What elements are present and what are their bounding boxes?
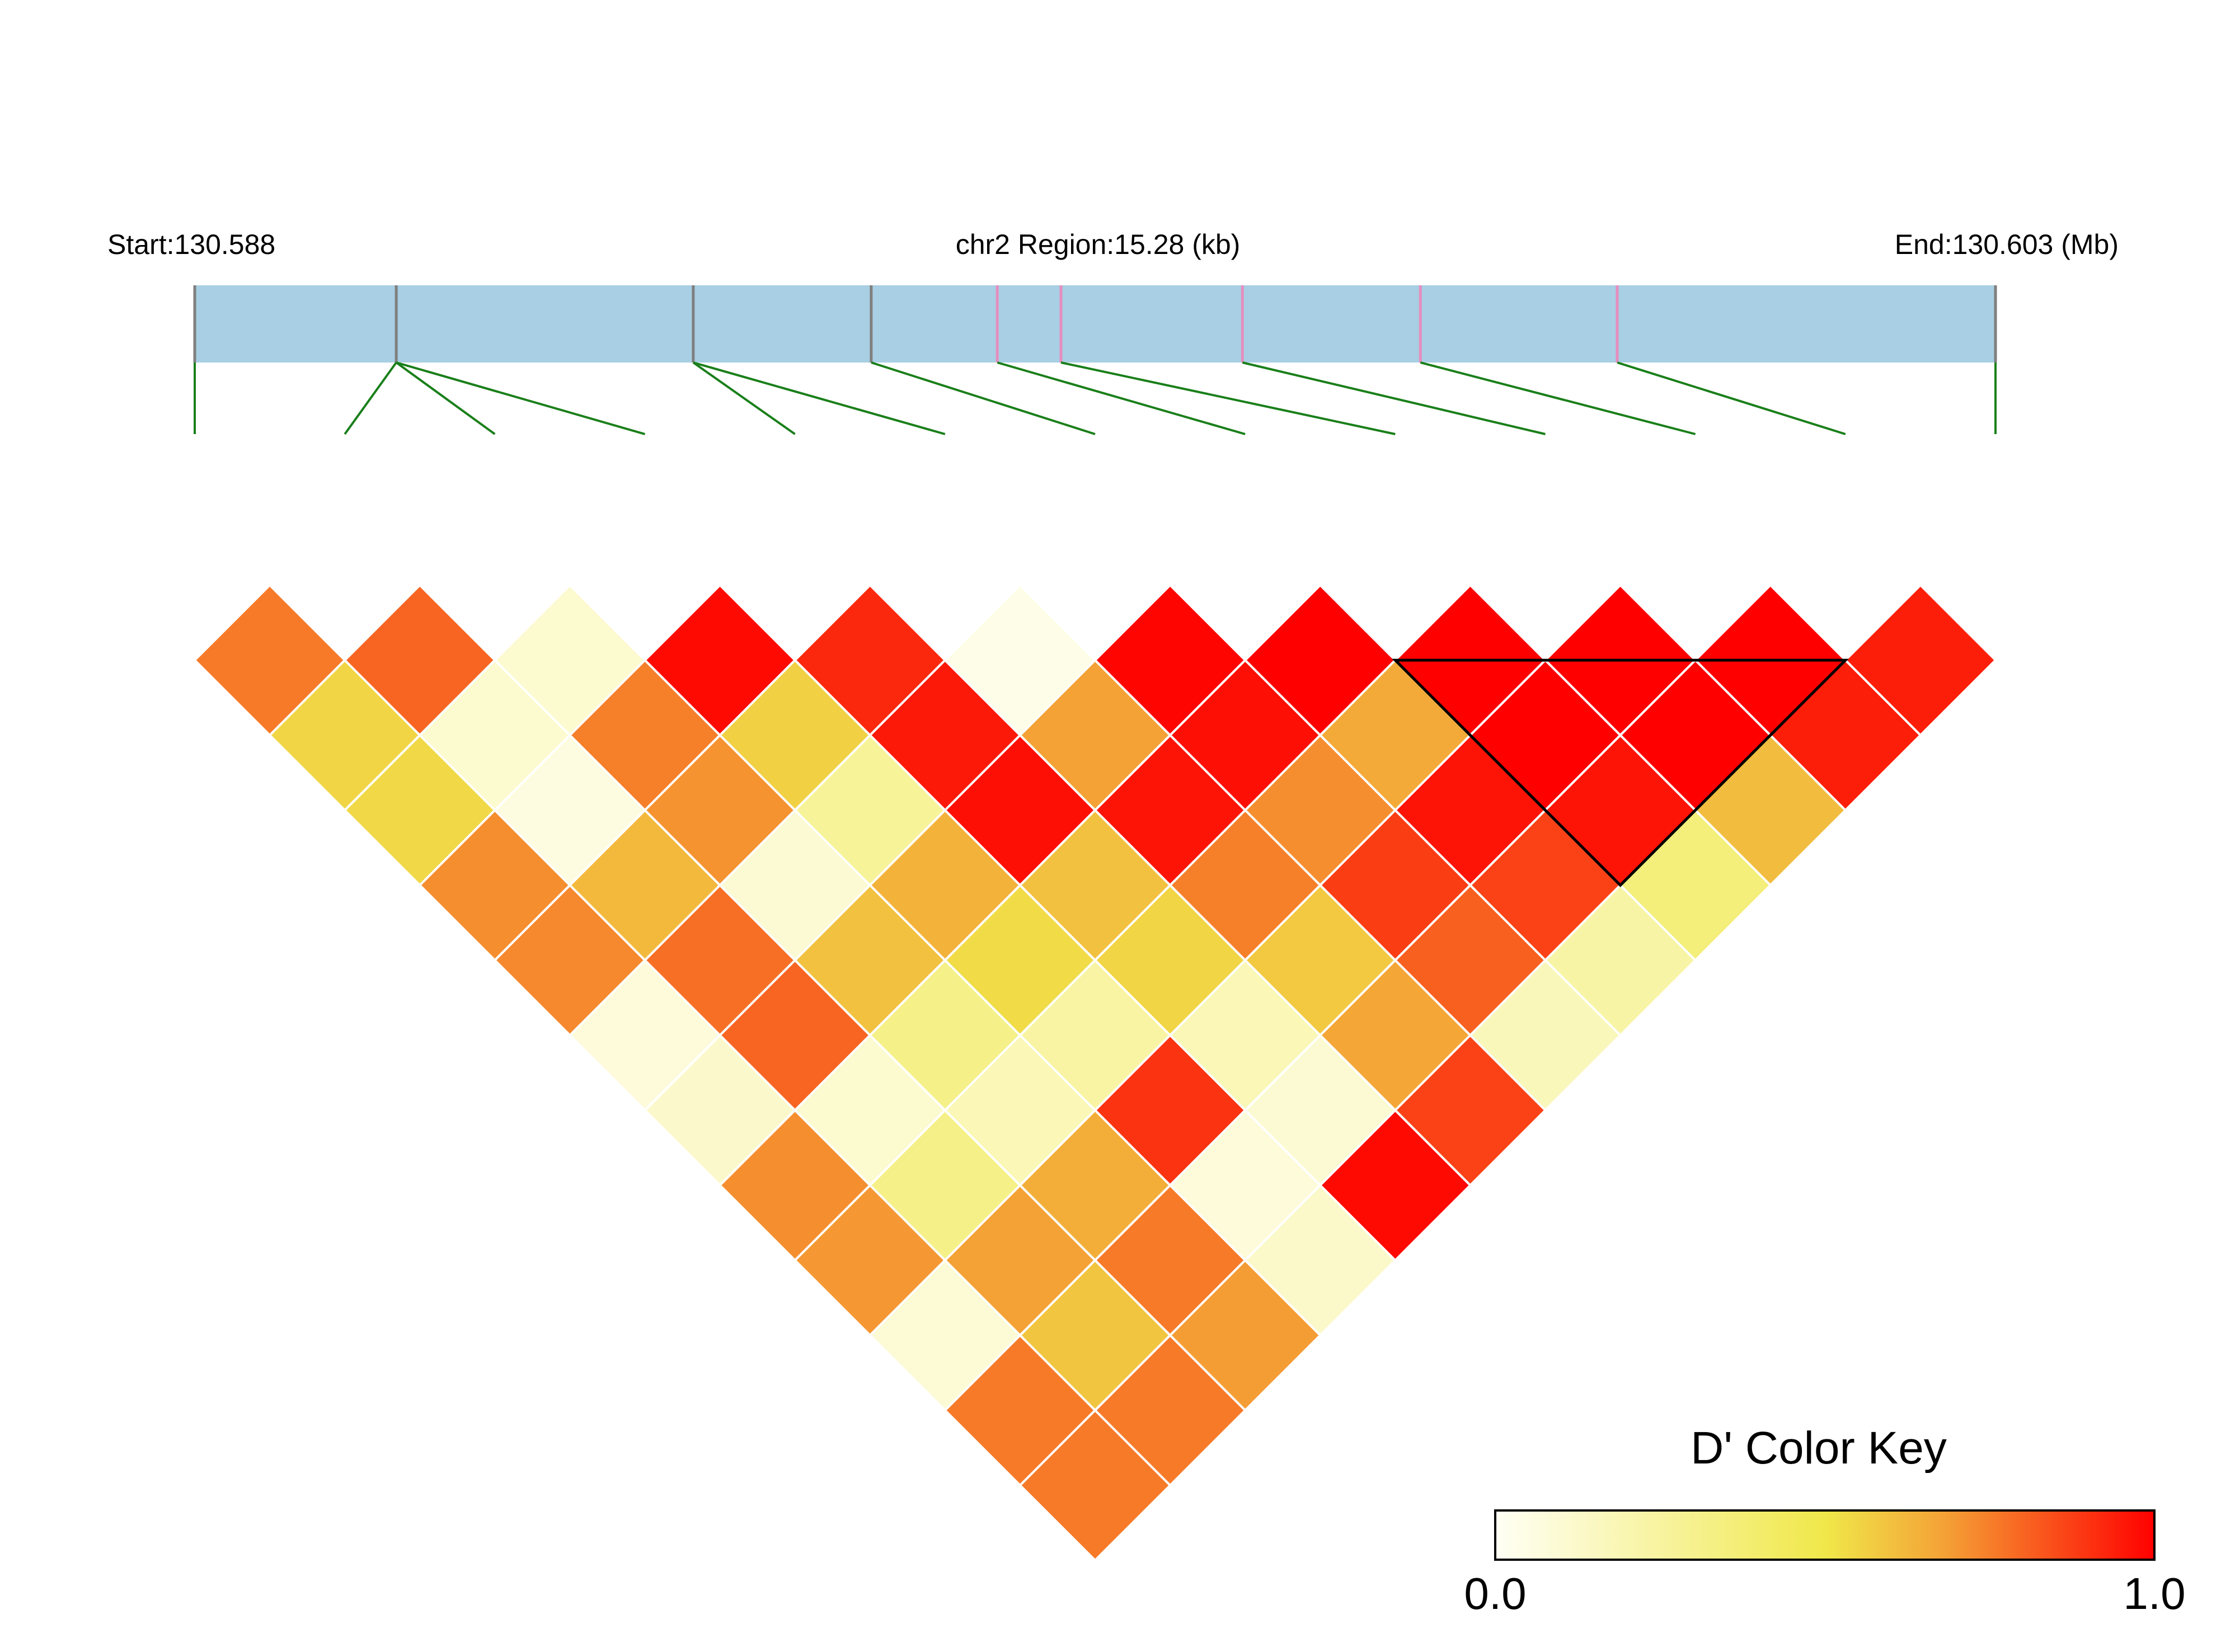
snp-connector-line <box>871 361 1096 435</box>
color-key-max-label: 1.0 <box>2123 1569 2185 1618</box>
color-key-min-label: 0.0 <box>1464 1569 1526 1618</box>
snp-connector-line <box>1617 361 1846 435</box>
color-key-title: D' Color Key <box>1691 1423 1947 1474</box>
snp-connector-group <box>194 361 1997 435</box>
snp-connector-line <box>396 361 646 435</box>
region-title-label: chr2 Region:15.28 (kb) <box>956 229 1241 260</box>
snp-connector-line <box>1060 361 1396 435</box>
snp-connector-line <box>692 361 796 435</box>
haplotype-block-group <box>1392 658 1849 887</box>
snp-connector-line <box>395 361 496 435</box>
snp-tick-group <box>193 285 1997 363</box>
snp-connector-line <box>997 361 1246 435</box>
region-end-label: End:130.603 (Mb) <box>1895 229 2119 260</box>
snp-connector-line <box>1242 361 1546 435</box>
ld-cell <box>1844 583 1997 737</box>
color-key-gradient-bar <box>1494 1509 2156 1561</box>
region-start-label: Start:130.588 <box>107 229 275 260</box>
snp-connector-line <box>693 361 946 435</box>
snp-connector-line <box>1420 361 1696 435</box>
ld-cell-group <box>193 583 1997 1562</box>
region-track-bar <box>195 285 1995 363</box>
haplotype-block-outline <box>1392 658 1849 887</box>
snp-connector-line <box>344 361 397 435</box>
